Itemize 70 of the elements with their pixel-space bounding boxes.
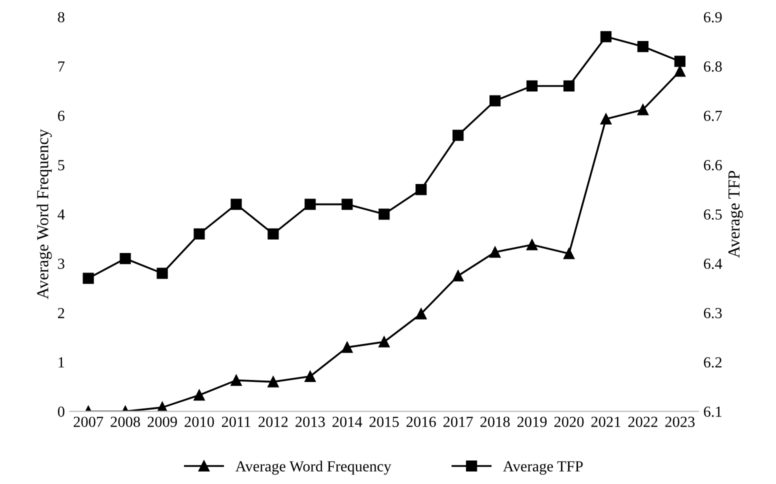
point	[194, 228, 205, 240]
point	[600, 113, 612, 125]
point	[637, 104, 648, 116]
point	[268, 228, 279, 240]
point	[378, 208, 390, 220]
x-tick-label: 2023	[665, 416, 695, 428]
y-tick-label: 0	[58, 406, 64, 417]
point	[342, 342, 353, 353]
y2-tick-label: 6.3	[704, 308, 722, 318]
point	[194, 390, 205, 401]
x-tick-label: 2008	[110, 416, 140, 428]
point	[304, 370, 316, 382]
y-tick-label: 1	[58, 357, 64, 368]
y2-axis-title: Average TFP	[728, 170, 744, 258]
y-tick-label: 3	[58, 258, 64, 269]
x-tick-label: 2010	[184, 416, 214, 428]
x-tick-label: 2020	[554, 416, 584, 428]
x-tick-label: 2009	[148, 416, 177, 428]
y2-tick-label: 6.8	[704, 61, 722, 72]
legend-label: Average TFP	[503, 461, 583, 475]
point	[637, 40, 648, 52]
point	[416, 184, 427, 196]
x-tick-label: 2021	[591, 416, 620, 428]
y-tick-label: 2	[58, 308, 64, 318]
point	[416, 308, 427, 320]
point	[600, 31, 612, 42]
y-tick-label: 7	[58, 62, 65, 72]
y2-tick-label: 6.2	[704, 357, 722, 368]
y2-tick-label: 6.9	[704, 12, 722, 22]
point	[230, 198, 242, 210]
x-tick-label: 2017	[443, 416, 473, 428]
point	[156, 268, 168, 279]
y-tick-label: 6	[58, 110, 65, 122]
x-tick-label: 2014	[332, 416, 362, 428]
y2-tick-label: 6.7	[704, 110, 722, 122]
point	[268, 376, 279, 388]
y-axis-title: Average Word Frequency	[36, 129, 52, 300]
point	[526, 80, 538, 92]
x-tick-label: 2022	[628, 416, 658, 428]
point	[452, 130, 464, 141]
point	[674, 66, 686, 77]
x-tick-label: 2012	[258, 416, 288, 428]
point	[120, 252, 131, 264]
point	[489, 95, 501, 106]
y2-tick-label: 6.4	[704, 258, 722, 269]
point	[452, 270, 464, 282]
x-tick-label: 2015	[370, 416, 399, 428]
point	[230, 374, 242, 386]
y2-tick-label: 6.6	[704, 160, 722, 170]
point	[674, 56, 686, 67]
y-tick-label: 8	[58, 12, 64, 22]
y-tick-label: 4	[58, 209, 65, 220]
x-tick-label: 2013	[296, 416, 325, 428]
y2-tick-label: 6.5	[704, 209, 722, 220]
y2-tick-label: 6.1	[704, 406, 722, 417]
point	[489, 246, 501, 258]
point	[82, 272, 94, 284]
point	[526, 239, 538, 250]
x-tick-label: 2019	[517, 416, 547, 428]
x-tick-label: 2011	[222, 416, 250, 428]
point	[563, 248, 575, 260]
point	[563, 80, 575, 92]
x-tick-label: 2016	[406, 416, 436, 428]
x-tick-label: 2018	[480, 416, 510, 428]
point	[378, 336, 390, 348]
legend-label: Average Word Frequency	[235, 460, 392, 475]
point	[304, 198, 316, 210]
x-tick-label: 2007	[74, 416, 104, 428]
point	[342, 198, 353, 210]
y-tick-label: 5	[58, 160, 64, 170]
